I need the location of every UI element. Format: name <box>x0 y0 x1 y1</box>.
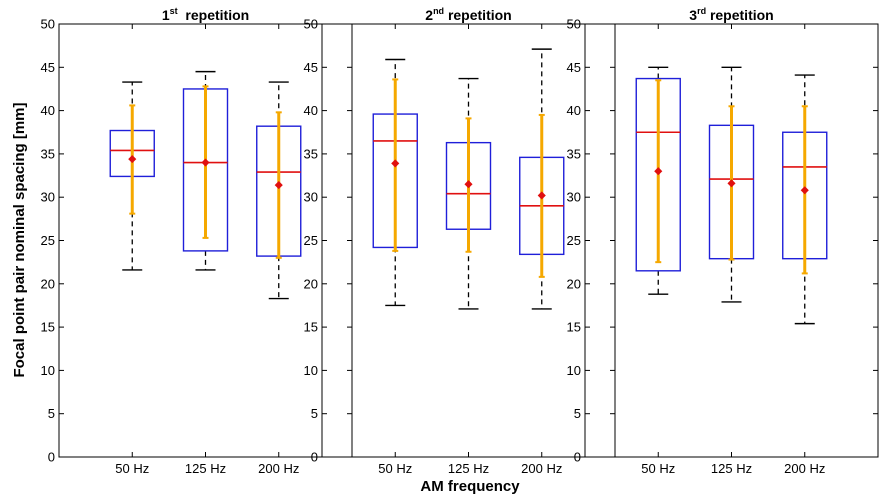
mean-marker <box>537 191 546 200</box>
y-tick-label: 25 <box>567 233 581 248</box>
panel-title-text: repetition <box>444 7 512 23</box>
box-2: 125 Hz <box>182 24 229 476</box>
y-tick-label: 10 <box>304 363 318 378</box>
iqr-box <box>635 77 681 272</box>
y-tick-label: 40 <box>41 103 55 118</box>
y-tick-label: 50 <box>41 17 55 32</box>
y-tick-label: 5 <box>48 406 55 421</box>
y-tick-label: 50 <box>304 17 318 32</box>
panel-title-number: 2 <box>425 7 433 23</box>
x-tick-label: 125 Hz <box>448 461 489 476</box>
mean-marker <box>800 186 809 195</box>
y-tick-label: 0 <box>311 450 318 465</box>
mean-marker <box>274 181 283 190</box>
y-tick-label: 15 <box>304 320 318 335</box>
panel-title-superscript: nd <box>433 6 444 16</box>
y-tick-label: 45 <box>41 60 55 75</box>
mean-marker <box>727 179 736 188</box>
mean-marker <box>464 180 473 189</box>
box-2: 125 Hz <box>708 24 755 476</box>
y-tick-label: 35 <box>304 146 318 161</box>
y-tick-label: 35 <box>567 146 581 161</box>
y-axis-title: Focal point pair nominal spacing [mm] <box>11 102 28 377</box>
y-tick-label: 20 <box>304 276 318 291</box>
y-tick-label: 45 <box>567 60 581 75</box>
y-tick-label: 40 <box>304 103 318 118</box>
x-tick-label: 50 Hz <box>115 461 149 476</box>
y-tick-label: 20 <box>41 276 55 291</box>
x-tick-label: 50 Hz <box>378 461 412 476</box>
panel-title-superscript: rd <box>697 6 706 16</box>
y-tick-label: 25 <box>41 233 55 248</box>
x-axis-title: AM frequency <box>420 478 520 495</box>
mean-marker <box>654 167 663 176</box>
x-tick-label: 200 Hz <box>784 461 825 476</box>
panel-title-text: repetition <box>178 7 250 23</box>
box-2: 125 Hz <box>445 24 492 476</box>
y-tick-label: 5 <box>311 406 318 421</box>
mean-marker <box>201 158 210 167</box>
x-tick-label: 125 Hz <box>711 461 752 476</box>
box-3: 200 Hz <box>256 24 302 476</box>
mean-marker <box>128 155 137 164</box>
panel-title-number: 3 <box>689 7 697 23</box>
y-tick-label: 10 <box>567 363 581 378</box>
y-tick-label: 20 <box>567 276 581 291</box>
panel-title-superscript: st <box>170 6 178 16</box>
x-tick-label: 50 Hz <box>641 461 675 476</box>
y-tick-label: 15 <box>41 320 55 335</box>
y-tick-label: 30 <box>304 190 318 205</box>
x-tick-label: 200 Hz <box>258 461 299 476</box>
y-tick-label: 0 <box>574 450 581 465</box>
y-tick-label: 30 <box>567 190 581 205</box>
y-tick-label: 15 <box>567 320 581 335</box>
x-tick-label: 125 Hz <box>185 461 226 476</box>
y-tick-label: 0 <box>48 450 55 465</box>
box-1: 50 Hz <box>635 24 681 476</box>
panel-title: 3rd repetition <box>689 6 773 23</box>
panel-title-text: repetition <box>706 7 774 23</box>
x-tick-label: 200 Hz <box>521 461 562 476</box>
y-tick-label: 25 <box>304 233 318 248</box>
y-tick-label: 35 <box>41 146 55 161</box>
box-1: 50 Hz <box>372 24 418 476</box>
box-3: 200 Hz <box>519 24 565 476</box>
panel-title: 2nd repetition <box>425 6 511 23</box>
y-tick-label: 10 <box>41 363 55 378</box>
y-tick-label: 30 <box>41 190 55 205</box>
box-3: 200 Hz <box>782 24 828 476</box>
box-1: 50 Hz <box>109 24 155 476</box>
panel-title-number: 1 <box>162 7 170 23</box>
mean-marker <box>391 159 400 168</box>
y-tick-label: 5 <box>574 406 581 421</box>
panel-3: 0 5 10 15 20 25 30 35 40 45 50 3rd repetition 50 Hz 1… <box>567 6 879 476</box>
y-tick-label: 45 <box>304 60 318 75</box>
y-tick-label: 50 <box>567 17 581 32</box>
panel-title: 1st repetition <box>162 6 249 23</box>
y-tick-label: 40 <box>567 103 581 118</box>
